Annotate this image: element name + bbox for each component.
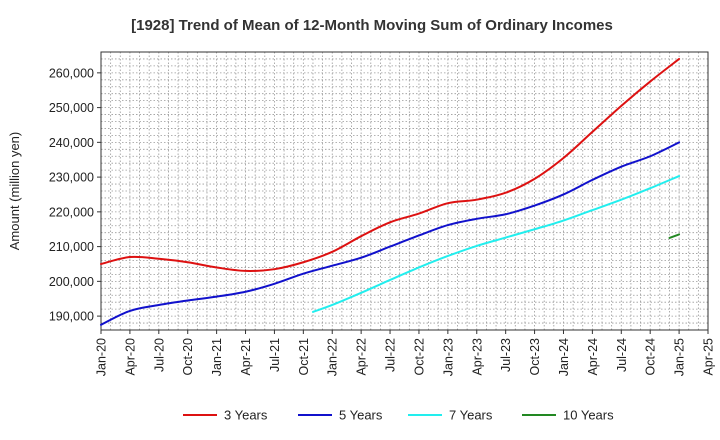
series-line-10-years	[668, 233, 681, 239]
x-tick-label: Jan-20	[95, 338, 109, 376]
y-tick-label: 240,000	[49, 136, 94, 150]
legend-label-10-years: 10 Years	[563, 408, 614, 423]
y-tick-label: 220,000	[49, 205, 94, 219]
legend-label-5-years: 5 Years	[339, 408, 383, 423]
x-tick-label: Apr-24	[586, 338, 600, 376]
legend-label-3-years: 3 Years	[224, 408, 268, 423]
series-line-3-years	[100, 57, 681, 272]
x-tick-label: Oct-21	[297, 338, 311, 376]
x-tick-label: Apr-22	[355, 338, 369, 376]
x-tick-label: Oct-22	[412, 338, 426, 376]
legend: 3 Years 5 Years 7 Years 10 Years	[183, 408, 614, 423]
x-tick-label: Jan-22	[326, 338, 340, 376]
y-tick-label: 250,000	[49, 101, 94, 115]
x-tick-label: Jul-21	[268, 338, 282, 372]
y-tick-label: 200,000	[49, 275, 94, 289]
plot-area-frame	[100, 51, 709, 331]
x-tick-label: Jan-25	[673, 338, 687, 376]
x-tick-label: Apr-21	[239, 338, 253, 376]
x-tick-label: Oct-20	[181, 338, 195, 376]
x-tick-label: Jul-23	[499, 338, 513, 372]
x-tick-label: Oct-23	[528, 338, 542, 376]
series-line-5-years	[100, 141, 681, 326]
series-line-7-years	[311, 175, 681, 313]
x-tick-label: Jan-21	[210, 338, 224, 376]
legend-label-7-years: 7 Years	[449, 408, 493, 423]
x-tick-label: Jul-24	[615, 338, 629, 372]
chart-title: [1928] Trend of Mean of 12-Month Moving …	[131, 17, 613, 34]
series-group	[100, 57, 681, 326]
y-axis-ticks: 190,000 200,000 210,000 220,000 230,000 240,0…	[49, 66, 101, 324]
x-tick-label: Jan-23	[441, 338, 455, 376]
x-tick-label: Jul-20	[152, 338, 166, 372]
x-axis-ticks: Jan-20 Apr-20 Jul-20 Oct-20 Jan-21 Apr-21 Jul-…	[95, 330, 716, 376]
x-tick-label: Apr-25	[702, 338, 716, 376]
grid	[100, 52, 709, 330]
y-tick-label: 190,000	[49, 310, 94, 324]
x-tick-label: Oct-24	[644, 338, 658, 376]
x-tick-label: Apr-20	[123, 338, 137, 376]
x-tick-label: Apr-23	[470, 338, 484, 376]
y-tick-label: 210,000	[49, 240, 94, 254]
y-tick-label: 260,000	[49, 66, 94, 80]
y-tick-label: 230,000	[49, 171, 94, 185]
x-tick-label: Jan-24	[557, 338, 571, 376]
y-axis-label: Amount (million yen)	[7, 132, 22, 251]
x-tick-label: Jul-22	[384, 338, 398, 372]
